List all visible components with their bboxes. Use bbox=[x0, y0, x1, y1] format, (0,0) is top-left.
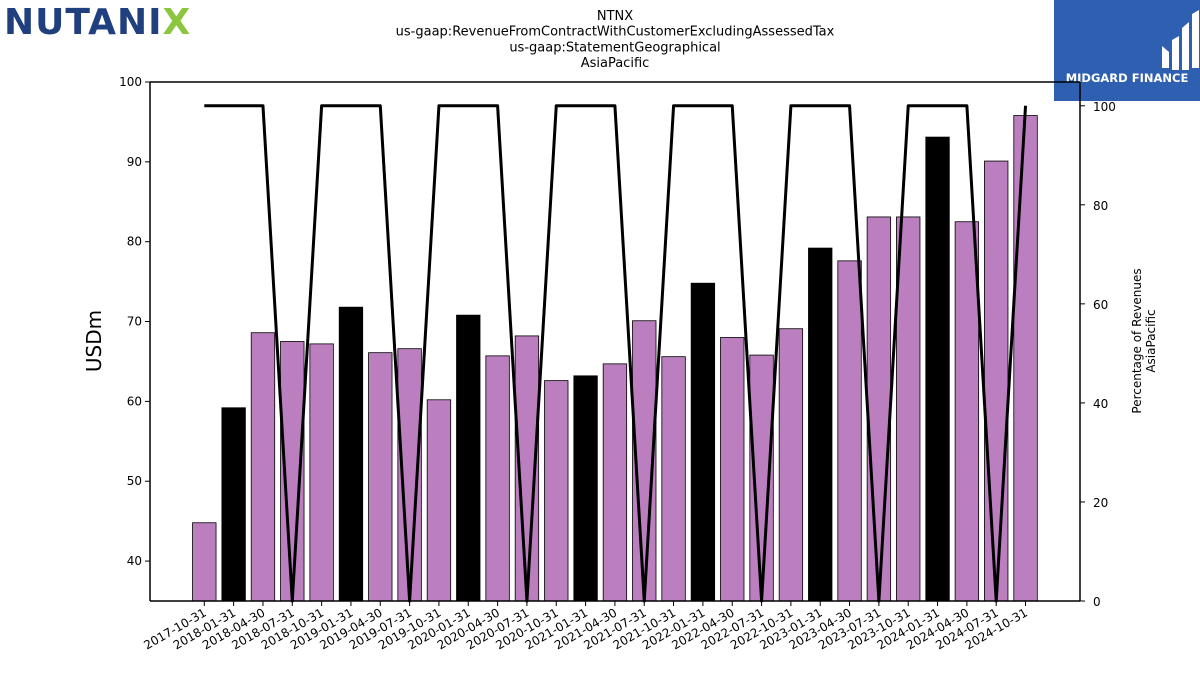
bar-2023-10-31 bbox=[896, 216, 921, 602]
bar-2023-01-31 bbox=[808, 247, 833, 602]
bar-2022-04-30 bbox=[720, 337, 745, 602]
y2-axis-label-line1: Percentage of Revenues bbox=[1130, 268, 1144, 413]
bar-2024-01-31 bbox=[925, 136, 950, 602]
chart-title-line: AsiaPacific bbox=[581, 56, 650, 71]
y-tick-label: 90 bbox=[127, 155, 142, 169]
y2-tick-label: 0 bbox=[1093, 595, 1101, 609]
midgard-logo-icon bbox=[1162, 10, 1199, 70]
y2-tick-label: 60 bbox=[1093, 298, 1108, 312]
bar-2018-01-31 bbox=[221, 407, 246, 602]
bar-2023-04-30 bbox=[837, 260, 862, 602]
percentage-line bbox=[204, 104, 1028, 603]
bar-2019-01-31 bbox=[338, 306, 364, 602]
brand-name: MIDGARD FINANCE bbox=[1065, 71, 1189, 85]
bar-2018-04-30 bbox=[250, 332, 276, 602]
bar-2024-04-30 bbox=[954, 221, 980, 602]
chart-title-line: us-gaap:StatementGeographical bbox=[509, 40, 720, 55]
bar-2021-04-30 bbox=[602, 363, 628, 602]
bar-2020-10-31 bbox=[544, 380, 569, 602]
bar-2022-01-31 bbox=[690, 282, 716, 602]
bar-2020-01-31 bbox=[456, 314, 481, 602]
y-tick-label: 50 bbox=[127, 474, 142, 488]
chart-title-line: NTNX bbox=[597, 9, 633, 24]
bar-2019-10-31 bbox=[426, 399, 452, 602]
y-tick-label: 40 bbox=[127, 554, 142, 568]
y-tick-label: 70 bbox=[127, 315, 142, 329]
y2-tick-label: 80 bbox=[1093, 199, 1108, 213]
bar-2020-04-30 bbox=[485, 355, 510, 602]
nutanix-logo: NUTANIX bbox=[4, 2, 192, 43]
bar-2024-07-31 bbox=[984, 160, 1009, 602]
bar-2017-10-31 bbox=[192, 522, 217, 602]
y-axis-label: USDm bbox=[82, 310, 106, 372]
midgard-finance-badge: MIDGARD FINANCE bbox=[1054, 0, 1200, 101]
bar-2021-01-31 bbox=[573, 375, 598, 602]
y-tick-label: 60 bbox=[127, 394, 142, 408]
y-tick-label: 100 bbox=[119, 75, 142, 89]
y2-tick-label: 100 bbox=[1093, 100, 1116, 114]
y2-tick-label: 20 bbox=[1093, 496, 1108, 510]
chart-title-line: us-gaap:RevenueFromContractWithCustomerE… bbox=[396, 25, 835, 40]
bar-2019-04-30 bbox=[368, 352, 393, 602]
y-tick-label: 80 bbox=[127, 235, 142, 249]
y2-tick-label: 40 bbox=[1093, 397, 1108, 411]
bar-2024-10-31 bbox=[1013, 115, 1038, 602]
bar-2021-10-31 bbox=[661, 356, 686, 602]
bar-2018-10-31 bbox=[309, 343, 334, 602]
bar-2023-07-31 bbox=[866, 216, 892, 602]
y2-axis-label-line2: AsiaPacific bbox=[1144, 309, 1158, 372]
bar-2022-10-31 bbox=[778, 328, 804, 602]
